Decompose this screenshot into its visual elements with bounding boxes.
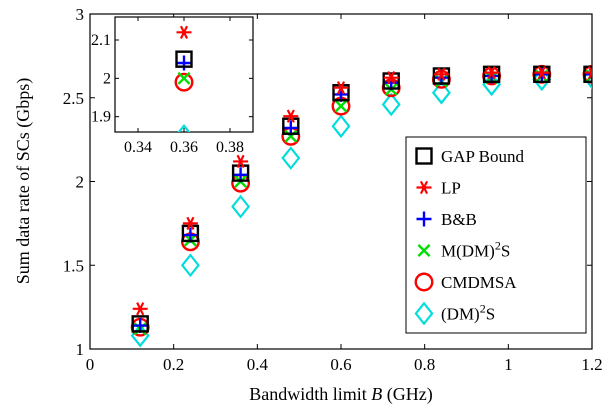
legend-marker [416,211,432,227]
legend-marker [416,180,432,195]
legend-entry: (DM)2S [414,301,495,326]
data-point [233,154,249,169]
data-point [331,114,351,139]
x-axis-label-prefix: Bandwidth limit [249,384,371,404]
inset-data-marks [174,25,194,132]
legend-entry: M(DM)2S [417,239,510,261]
inset-data-point [177,71,191,85]
legend: GAP Bound LP B&B M(DM)2S CMDMSA (DM)2S [405,136,587,334]
legend-marker [414,272,434,292]
data-point [583,65,592,84]
x-axis-label-suffix: (GHz) [382,384,432,405]
data-point [180,253,200,278]
inset-x-tick-label: 0.38 [216,139,244,156]
data-point [584,66,592,82]
legend-label: B&B [441,210,477,229]
y-tick-label: 2 [76,173,85,192]
x-axis-label-variable: B [371,384,382,404]
y-tick-label: 3 [76,5,85,24]
inset-ticks: 0.34 0.36 0.38 1.9 2 2.1 [91,17,253,156]
inset-zoom: 0.34 0.36 0.38 1.9 2 2.1 [91,16,254,156]
data-point [382,72,400,90]
data-point [532,67,552,92]
y-tick-label: 2.5 [63,89,84,108]
data-point [283,109,299,123]
data-point [231,194,251,219]
data-point [131,315,149,333]
data-point [381,92,401,117]
data-point [282,117,300,135]
legend-label: GAP Bound [441,147,524,166]
inset-data-point [174,72,194,92]
x-tick-label: 0.2 [163,355,184,374]
x-tick-label: 0.6 [330,355,351,374]
legend-entries: GAP Bound LP B&B M(DM)2S CMDMSA (DM)2S [414,147,524,326]
inset-y-tick-label: 1.9 [91,109,111,126]
data-point [132,302,148,316]
data-point [231,164,250,182]
inset-y-tick-label: 2.1 [91,32,111,49]
x-tick-label: 0.8 [414,355,435,374]
main-axes: 0 0.2 0.4 0.6 0.8 1 1.2 1 1.5 2 2.5 3 [63,5,603,374]
data-point [433,67,449,81]
legend-label: CMDMSA [441,273,517,292]
main-data-marks [130,64,592,348]
x-axis-ticks: 0 0.2 0.4 0.6 0.8 1 1.2 [86,14,603,374]
data-point [181,224,200,243]
legend-label: M(DM)2S [441,239,510,261]
data-point [332,84,350,102]
data-point [431,80,451,105]
series-1 [132,65,592,316]
data-point [333,81,349,95]
y-tick-label: 1.5 [63,256,84,275]
legend-marker [415,147,433,165]
x-tick-label: 1 [504,355,513,374]
data-point [584,65,592,80]
legend-marker [414,301,434,326]
inset-x-tick-label: 0.36 [170,139,198,156]
x-tick-label: 0 [86,355,95,374]
legend-entry: CMDMSA [414,272,517,292]
data-point [533,65,551,84]
data-point [182,216,198,231]
y-axis-label: Sum data rate of SCs (Gbps) [13,78,34,284]
data-point [281,146,301,170]
legend-marker [417,244,431,257]
inset-x-tick-label: 0.34 [124,139,152,156]
data-point [334,99,348,113]
y-tick-label: 1 [76,340,85,359]
x-axis-label: Bandwidth limit B (GHz) [249,384,433,405]
x-tick-label: 0.4 [247,355,269,374]
inset-data-point [176,55,192,71]
data-point [484,65,500,80]
data-point [432,67,451,85]
data-point [383,71,399,85]
data-point [284,129,298,143]
series-0 [131,65,592,333]
legend-entry: GAP Bound [415,147,524,166]
data-point [482,65,501,84]
inset-data-point [176,25,192,39]
legend-entry: B&B [416,210,477,229]
x-tick-label: 1.2 [581,355,602,374]
data-point [534,65,550,80]
inset-y-tick-label: 2 [103,70,111,87]
inset-data-point [175,50,193,68]
legend-frame [405,136,587,334]
y-axis-ticks: 1 1.5 2 2.5 3 [63,5,592,359]
legend-entry: LP [416,179,461,198]
legend-label: (DM)2S [441,302,495,324]
legend-label: LP [441,179,461,198]
